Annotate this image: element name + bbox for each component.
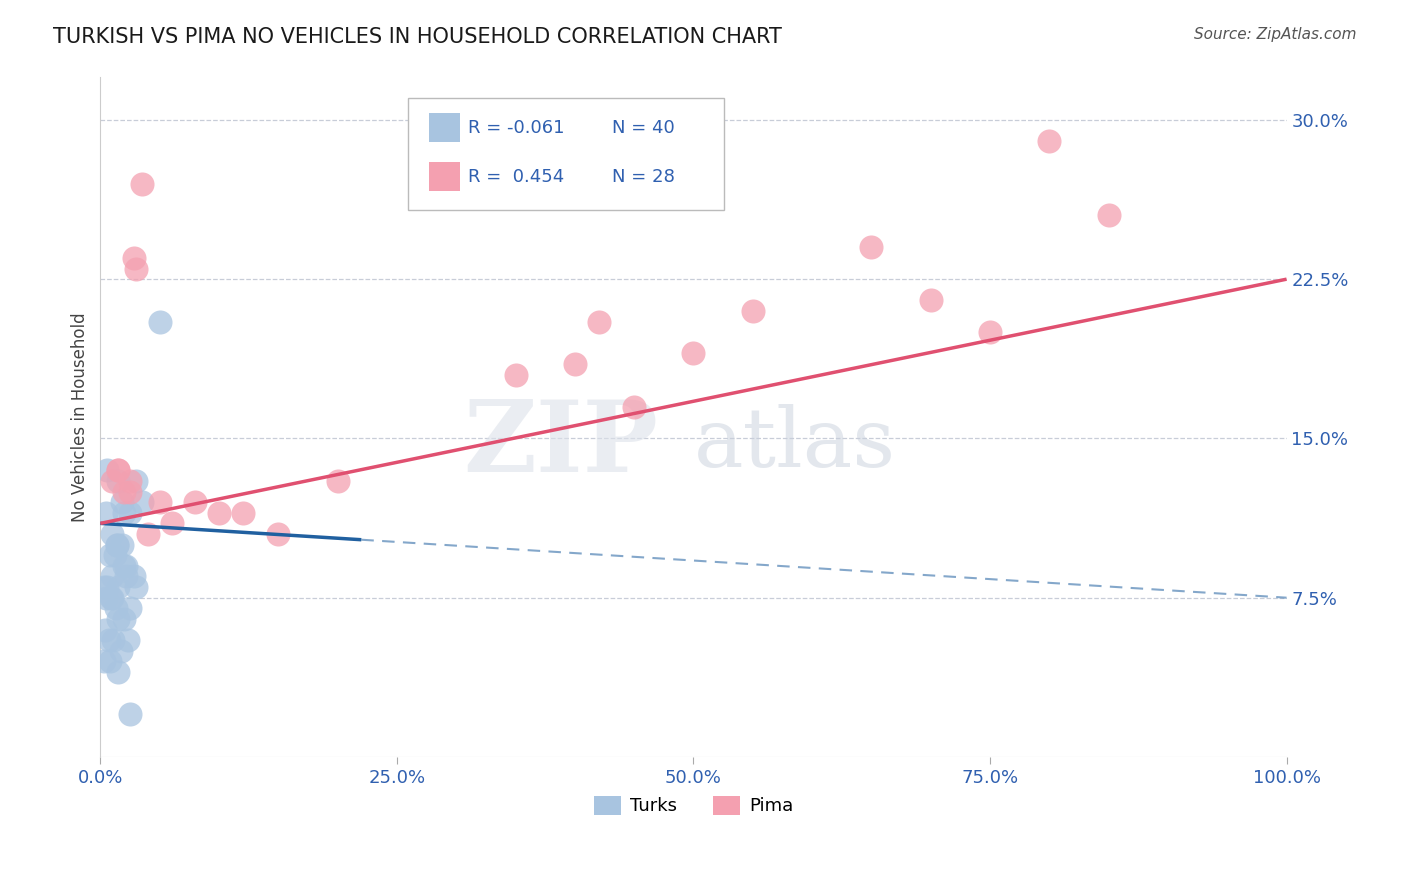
- Point: [131, 495, 153, 509]
- Point: [118, 484, 141, 499]
- Point: [110, 644, 132, 658]
- Point: [267, 527, 290, 541]
- Point: [136, 527, 159, 541]
- Point: [107, 474, 129, 488]
- Point: [112, 558, 135, 573]
- Point: [131, 177, 153, 191]
- Point: [112, 484, 135, 499]
- Text: TURKISH VS PIMA NO VEHICLES IN HOUSEHOLD CORRELATION CHART: TURKISH VS PIMA NO VEHICLES IN HOUSEHOLD…: [53, 27, 782, 46]
- Text: Source: ZipAtlas.com: Source: ZipAtlas.com: [1194, 27, 1357, 42]
- Point: [160, 516, 183, 531]
- Point: [623, 400, 645, 414]
- Point: [101, 591, 124, 605]
- Point: [94, 623, 117, 637]
- Point: [98, 548, 121, 562]
- Point: [101, 569, 124, 583]
- Point: [208, 506, 231, 520]
- Point: [1038, 134, 1060, 148]
- Point: [682, 346, 704, 360]
- Point: [105, 538, 128, 552]
- Point: [101, 474, 124, 488]
- Text: R =  0.454: R = 0.454: [468, 168, 564, 186]
- Point: [96, 463, 118, 477]
- Point: [107, 665, 129, 679]
- Point: [118, 506, 141, 520]
- Point: [122, 251, 145, 265]
- Point: [564, 357, 586, 371]
- Point: [118, 707, 141, 722]
- Point: [103, 548, 125, 562]
- Point: [98, 654, 121, 668]
- Point: [96, 506, 118, 520]
- Text: atlas: atlas: [693, 404, 896, 484]
- Point: [115, 558, 138, 573]
- Text: N = 40: N = 40: [612, 119, 675, 136]
- Point: [117, 633, 139, 648]
- Point: [184, 495, 207, 509]
- Point: [122, 569, 145, 583]
- Point: [232, 506, 254, 520]
- Point: [920, 293, 942, 308]
- Point: [105, 538, 128, 552]
- Text: N = 28: N = 28: [612, 168, 675, 186]
- Point: [118, 601, 141, 615]
- Point: [103, 633, 125, 648]
- Point: [101, 527, 124, 541]
- Point: [860, 240, 883, 254]
- Point: [149, 495, 172, 509]
- Point: [1098, 209, 1121, 223]
- Point: [100, 591, 122, 605]
- Point: [741, 304, 763, 318]
- Point: [112, 612, 135, 626]
- Point: [149, 315, 172, 329]
- Point: [107, 612, 129, 626]
- Point: [115, 569, 138, 583]
- Point: [96, 591, 118, 605]
- Point: [505, 368, 527, 382]
- Point: [93, 654, 115, 668]
- Point: [107, 463, 129, 477]
- Point: [125, 474, 148, 488]
- Point: [588, 315, 610, 329]
- Point: [118, 474, 141, 488]
- Text: ZIP: ZIP: [463, 396, 658, 493]
- Point: [107, 580, 129, 594]
- Text: R = -0.061: R = -0.061: [468, 119, 565, 136]
- Point: [112, 506, 135, 520]
- Point: [93, 580, 115, 594]
- Y-axis label: No Vehicles in Household: No Vehicles in Household: [72, 312, 89, 522]
- Point: [111, 538, 134, 552]
- Point: [104, 601, 127, 615]
- Point: [125, 261, 148, 276]
- Point: [111, 495, 134, 509]
- Point: [96, 580, 118, 594]
- Point: [979, 325, 1001, 339]
- Point: [125, 580, 148, 594]
- Point: [107, 463, 129, 477]
- Point: [326, 474, 349, 488]
- Legend: Turks, Pima: Turks, Pima: [586, 789, 800, 822]
- Point: [97, 633, 120, 648]
